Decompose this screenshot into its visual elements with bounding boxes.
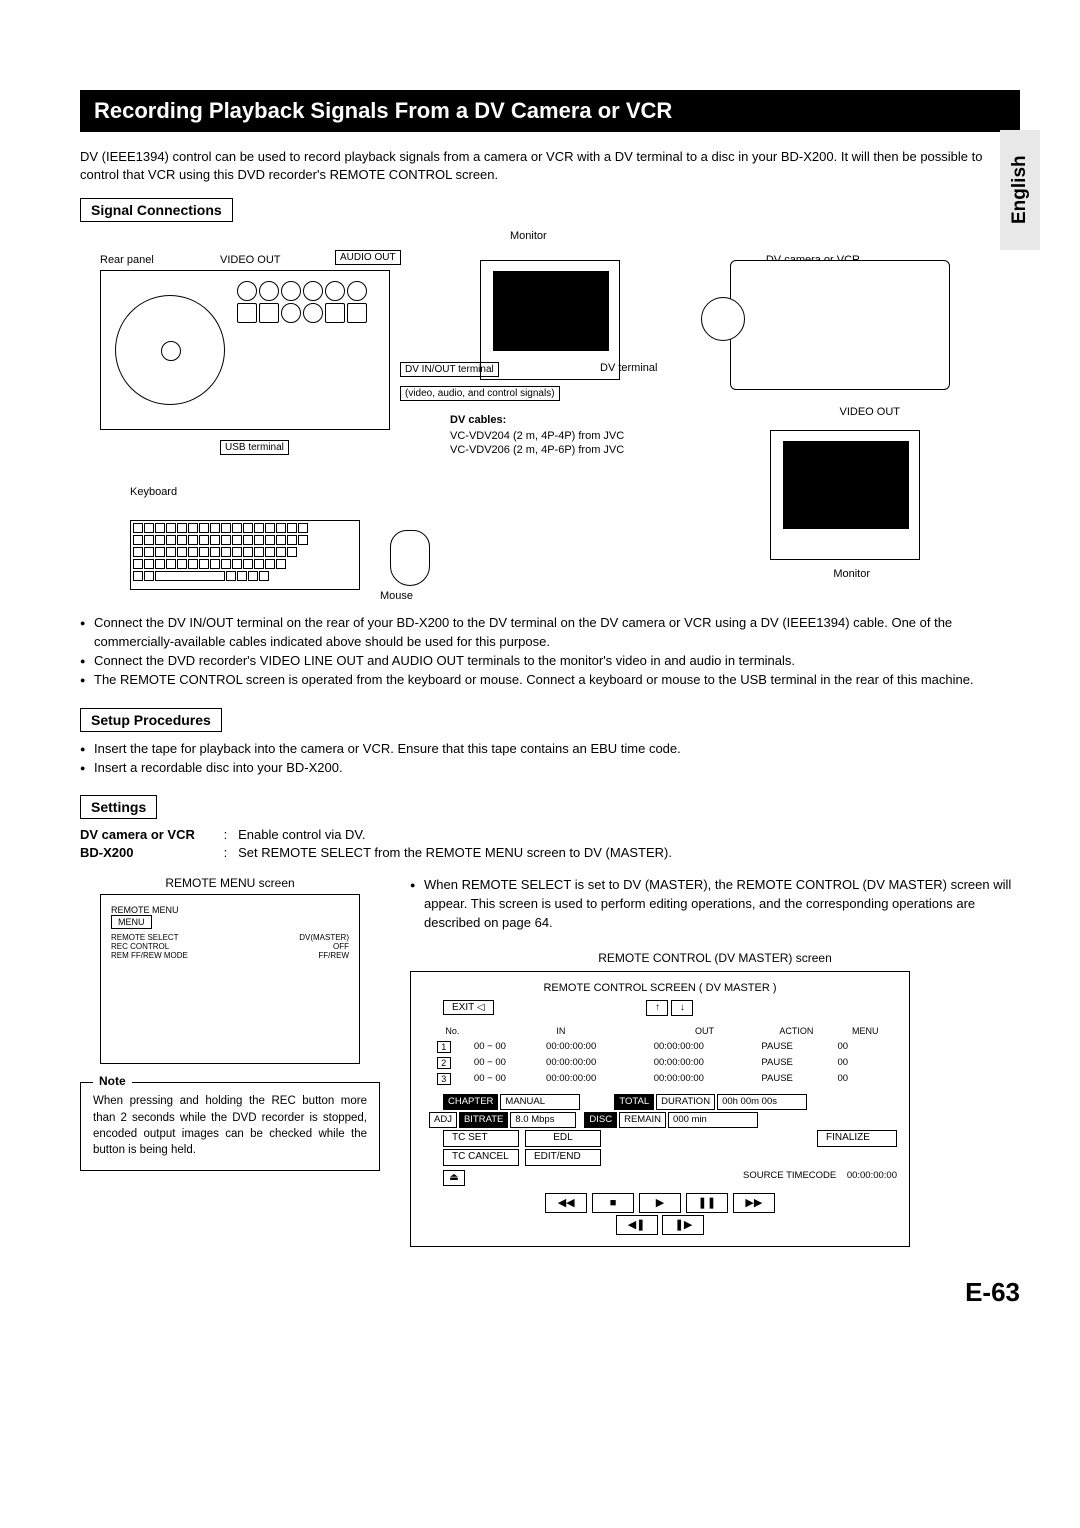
page-number: E-63 <box>80 1277 1020 1308</box>
bullet-item: Insert a recordable disc into your BD-X2… <box>80 759 1020 778</box>
label-monitor2: Monitor <box>833 568 870 580</box>
rm-left: REM FF/REW MODE <box>111 951 188 960</box>
label-dv-inout: DV IN/OUT terminal <box>400 362 499 377</box>
remote-menu-box: REMOTE MENU MENU REMOTE SELECT DV(MASTER)… <box>100 894 360 1064</box>
bullet-item: When REMOTE SELECT is set to DV (MASTER)… <box>410 876 1020 933</box>
bullet-item: Insert the tape for playback into the ca… <box>80 740 1020 759</box>
play-icon: ▶ <box>639 1193 681 1213</box>
note-box: Note When pressing and holding the REC b… <box>80 1082 380 1170</box>
keyboard-drawing <box>130 520 360 590</box>
camera-drawing <box>730 260 950 390</box>
rc-duration: DURATION <box>656 1094 715 1110</box>
bullet-item: Connect the DVD recorder's VIDEO LINE OU… <box>80 652 1020 671</box>
label-cable1: VC-VDV204 (2 m, 4P-4P) from JVC <box>450 430 624 442</box>
label-monitor: Monitor <box>510 230 547 242</box>
rc-total: TOTAL <box>614 1094 654 1110</box>
intro-paragraph: DV (IEEE1394) control can be used to rec… <box>80 148 1020 184</box>
settings-value: Enable control via DV. <box>238 827 365 842</box>
rm-left: REMOTE SELECT <box>111 933 179 942</box>
rc-up-icon: ↑ <box>646 1000 668 1016</box>
label-usb-terminal: USB terminal <box>220 440 289 455</box>
rm-right: FF/REW <box>318 951 349 960</box>
label-rear-panel: Rear panel <box>100 254 154 266</box>
rc-down-icon: ↓ <box>671 1000 693 1016</box>
bullet-item: The REMOTE CONTROL screen is operated fr… <box>80 671 1020 690</box>
remote-menu-header: REMOTE MENU <box>111 905 349 915</box>
note-label: Note <box>93 1074 132 1088</box>
label-video-out-2: VIDEO OUT <box>839 406 900 418</box>
section-settings: Settings <box>80 795 157 819</box>
label-signals: (video, audio, and control signals) <box>400 386 560 401</box>
rm-right: DV(MASTER) <box>299 933 349 942</box>
setup-bullets: Insert the tape for playback into the ca… <box>80 740 1020 778</box>
rewind-icon: ◀◀ <box>545 1193 587 1213</box>
label-mouse: Mouse <box>380 590 413 602</box>
rc-edit-end: EDIT/END <box>525 1149 601 1166</box>
monitor-drawing-1 <box>480 260 620 380</box>
label-cable2: VC-VDV206 (2 m, 4P-6P) from JVC <box>450 444 624 456</box>
rc-header: REMOTE CONTROL SCREEN ( DV MASTER ) <box>423 982 897 994</box>
connection-bullets: Connect the DV IN/OUT terminal on the re… <box>80 614 1020 689</box>
rc-table: No. IN OUT ACTION MENU 100 − 0000:00:00:… <box>423 1022 897 1088</box>
remote-control-caption: REMOTE CONTROL (DV MASTER) screen <box>410 951 1020 965</box>
stop-icon: ■ <box>592 1193 634 1213</box>
rc-exit-btn: EXIT ◁ <box>443 1000 494 1015</box>
rm-right: OFF <box>333 942 349 951</box>
section-setup-procedures: Setup Procedures <box>80 708 222 732</box>
rc-source-tc: SOURCE TIMECODE <box>743 1170 836 1181</box>
rc-chapter: CHAPTER <box>443 1094 498 1110</box>
rc-finalize: FINALIZE <box>817 1130 897 1147</box>
language-tab: English <box>1000 130 1040 250</box>
rc-adj: ADJ <box>429 1112 457 1128</box>
settings-row: BD-X200 : Set REMOTE SELECT from the REM… <box>80 845 1020 860</box>
rc-disc: DISC <box>584 1112 617 1128</box>
rc-transport: ◀◀ ■ ▶ ❚❚ ▶▶ ◀❚ ❚▶ <box>423 1192 897 1236</box>
rc-dur-val: 00h 00m 00s <box>717 1094 807 1110</box>
bullet-item: Connect the DV IN/OUT terminal on the re… <box>80 614 1020 652</box>
right-bullets: When REMOTE SELECT is set to DV (MASTER)… <box>410 876 1020 933</box>
label-dv-terminal: DV terminal <box>600 362 657 374</box>
rc-eject-icon: ⏏ <box>443 1170 465 1186</box>
rm-left: REC CONTROL <box>111 942 169 951</box>
label-audio-out: AUDIO OUT <box>335 250 401 265</box>
settings-value: Set REMOTE SELECT from the REMOTE MENU s… <box>238 845 672 860</box>
rc-tc-set: TC SET <box>443 1130 519 1147</box>
rc-bitrate-val: 8.0 Mbps <box>510 1112 576 1128</box>
rc-tc-cancel: TC CANCEL <box>443 1149 519 1166</box>
label-video-out: VIDEO OUT <box>220 254 281 266</box>
remote-menu-caption: REMOTE MENU screen <box>80 876 380 890</box>
label-keyboard: Keyboard <box>130 486 177 498</box>
rc-remain-val: 000 min <box>668 1112 758 1128</box>
settings-label: BD-X200 <box>80 845 220 860</box>
rc-manual: MANUAL <box>500 1094 580 1110</box>
label-dv-cables: DV cables: <box>450 414 506 426</box>
remote-control-box: REMOTE CONTROL SCREEN ( DV MASTER ) EXIT… <box>410 971 910 1247</box>
ffwd-icon: ▶▶ <box>733 1193 775 1213</box>
rc-remain: REMAIN <box>619 1112 666 1128</box>
pause-icon: ❚❚ <box>686 1193 728 1213</box>
settings-row: DV camera or VCR : Enable control via DV… <box>80 827 1020 842</box>
monitor-drawing-2 <box>770 430 920 560</box>
rc-source-tc-val: 00:00:00:00 <box>847 1170 897 1181</box>
diagram-signal-connections: Monitor Rear panel VIDEO OUT AUDIO OUT D… <box>80 230 960 600</box>
mouse-drawing <box>390 530 430 586</box>
frame-back-icon: ◀❚ <box>616 1215 658 1235</box>
frame-fwd-icon: ❚▶ <box>662 1215 704 1235</box>
remote-menu-btn: MENU <box>111 915 152 929</box>
settings-label: DV camera or VCR <box>80 827 220 842</box>
section-signal-connections: Signal Connections <box>80 198 233 222</box>
rear-panel-drawing <box>100 270 390 430</box>
rc-edl: EDL <box>525 1130 601 1147</box>
note-text: When pressing and holding the REC button… <box>93 1093 367 1157</box>
page-title-bar: Recording Playback Signals From a DV Cam… <box>80 90 1020 132</box>
rc-bitrate: BITRATE <box>459 1112 508 1128</box>
